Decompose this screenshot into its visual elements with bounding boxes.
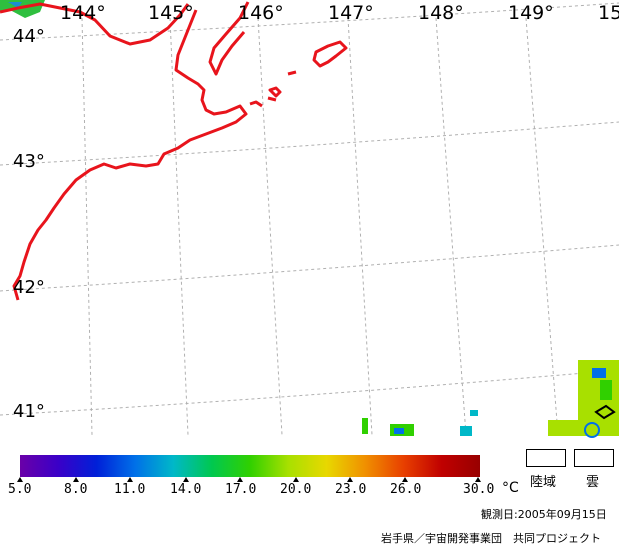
coastline-nemuro bbox=[12, 9, 248, 301]
color-scale-bar bbox=[20, 455, 480, 477]
coastline-island-3 bbox=[267, 96, 277, 102]
cloud-legend-swatch bbox=[574, 449, 614, 467]
sst-fragment bbox=[592, 368, 606, 378]
longitude-label-146: 146° bbox=[238, 2, 284, 24]
longitude-line-147 bbox=[347, 17, 373, 436]
scale-tick-mark bbox=[183, 477, 189, 482]
color-scale-tickmarks bbox=[17, 477, 481, 482]
latitude-line-42 bbox=[0, 244, 619, 292]
scale-tick-label: 23.0 bbox=[335, 482, 367, 497]
scale-tick-mark bbox=[73, 477, 79, 482]
sst-fragment bbox=[394, 428, 404, 434]
land-legend-swatch bbox=[526, 449, 566, 467]
coastline bbox=[0, 1, 348, 301]
coastline-island-small bbox=[287, 70, 297, 76]
scale-tick-label: 17.0 bbox=[225, 482, 257, 497]
coastline-island-etorofu bbox=[312, 40, 348, 68]
latitude-label-44: 44° bbox=[13, 26, 45, 47]
longitude-label-145: 145° bbox=[148, 2, 194, 24]
longitude-label-148: 148° bbox=[418, 2, 464, 24]
latitude-line-43 bbox=[0, 121, 619, 166]
scale-tick-label: 5.0 bbox=[8, 482, 32, 497]
scale-tick-label: 30.0 bbox=[463, 482, 495, 497]
latitude-label-42: 42° bbox=[13, 277, 45, 298]
sst-fragment bbox=[362, 418, 368, 434]
latitude-line-44 bbox=[0, 2, 619, 41]
longitude-line-146 bbox=[257, 17, 283, 436]
longitude-label-144: 144° bbox=[60, 2, 106, 24]
scale-tick-label: 14.0 bbox=[170, 482, 202, 497]
scale-tick-label: 11.0 bbox=[114, 482, 146, 497]
scale-tick-mark bbox=[237, 477, 243, 482]
scale-tick-mark bbox=[475, 477, 481, 482]
coastline-hokkaido-north bbox=[0, 2, 190, 46]
observation-date: 観測日:2005年09月15日 bbox=[481, 508, 607, 521]
scale-tick-label: 20.0 bbox=[280, 482, 312, 497]
sst-coastline-fragment bbox=[594, 404, 616, 420]
scale-tick-label: 8.0 bbox=[64, 482, 88, 497]
coastline-island-2 bbox=[268, 86, 282, 98]
scale-tick-mark bbox=[127, 477, 133, 482]
cloud-legend-label: 雲 bbox=[586, 475, 600, 490]
longitude-label-147: 147° bbox=[328, 2, 374, 24]
scale-tick-mark bbox=[293, 477, 299, 482]
scale-tick-mark bbox=[402, 477, 408, 482]
sst-fragment bbox=[460, 426, 472, 436]
scale-tick-mark bbox=[17, 477, 23, 482]
land-legend-label: 陸域 bbox=[530, 475, 557, 490]
scale-tick-mark bbox=[347, 477, 353, 482]
sst-data-fragments bbox=[362, 360, 619, 438]
coastline-island-1 bbox=[249, 100, 263, 108]
sst-fragment bbox=[548, 420, 578, 436]
longitude-line-144 bbox=[81, 17, 93, 436]
graticule bbox=[0, 2, 619, 436]
longitude-line-148 bbox=[435, 17, 467, 436]
scale-unit: °C bbox=[502, 480, 519, 496]
latitude-label-43: 43° bbox=[13, 151, 45, 172]
longitude-line-145 bbox=[169, 17, 189, 436]
sst-fragment bbox=[470, 410, 478, 416]
longitude-line-149 bbox=[525, 17, 559, 436]
scale-tick-label: 26.0 bbox=[390, 482, 422, 497]
longitude-label-149: 149° bbox=[508, 2, 554, 24]
credit-line: 岩手県／宇宙開発事業団 共同プロジェクト bbox=[381, 532, 601, 545]
latitude-line-41 bbox=[0, 369, 619, 416]
coastline-shiretoko bbox=[208, 1, 250, 76]
longitude-label-150: 15 bbox=[598, 2, 619, 24]
latitude-label-41: 41° bbox=[13, 401, 45, 422]
sst-fragment bbox=[584, 422, 600, 438]
sst-fragment bbox=[600, 380, 612, 400]
